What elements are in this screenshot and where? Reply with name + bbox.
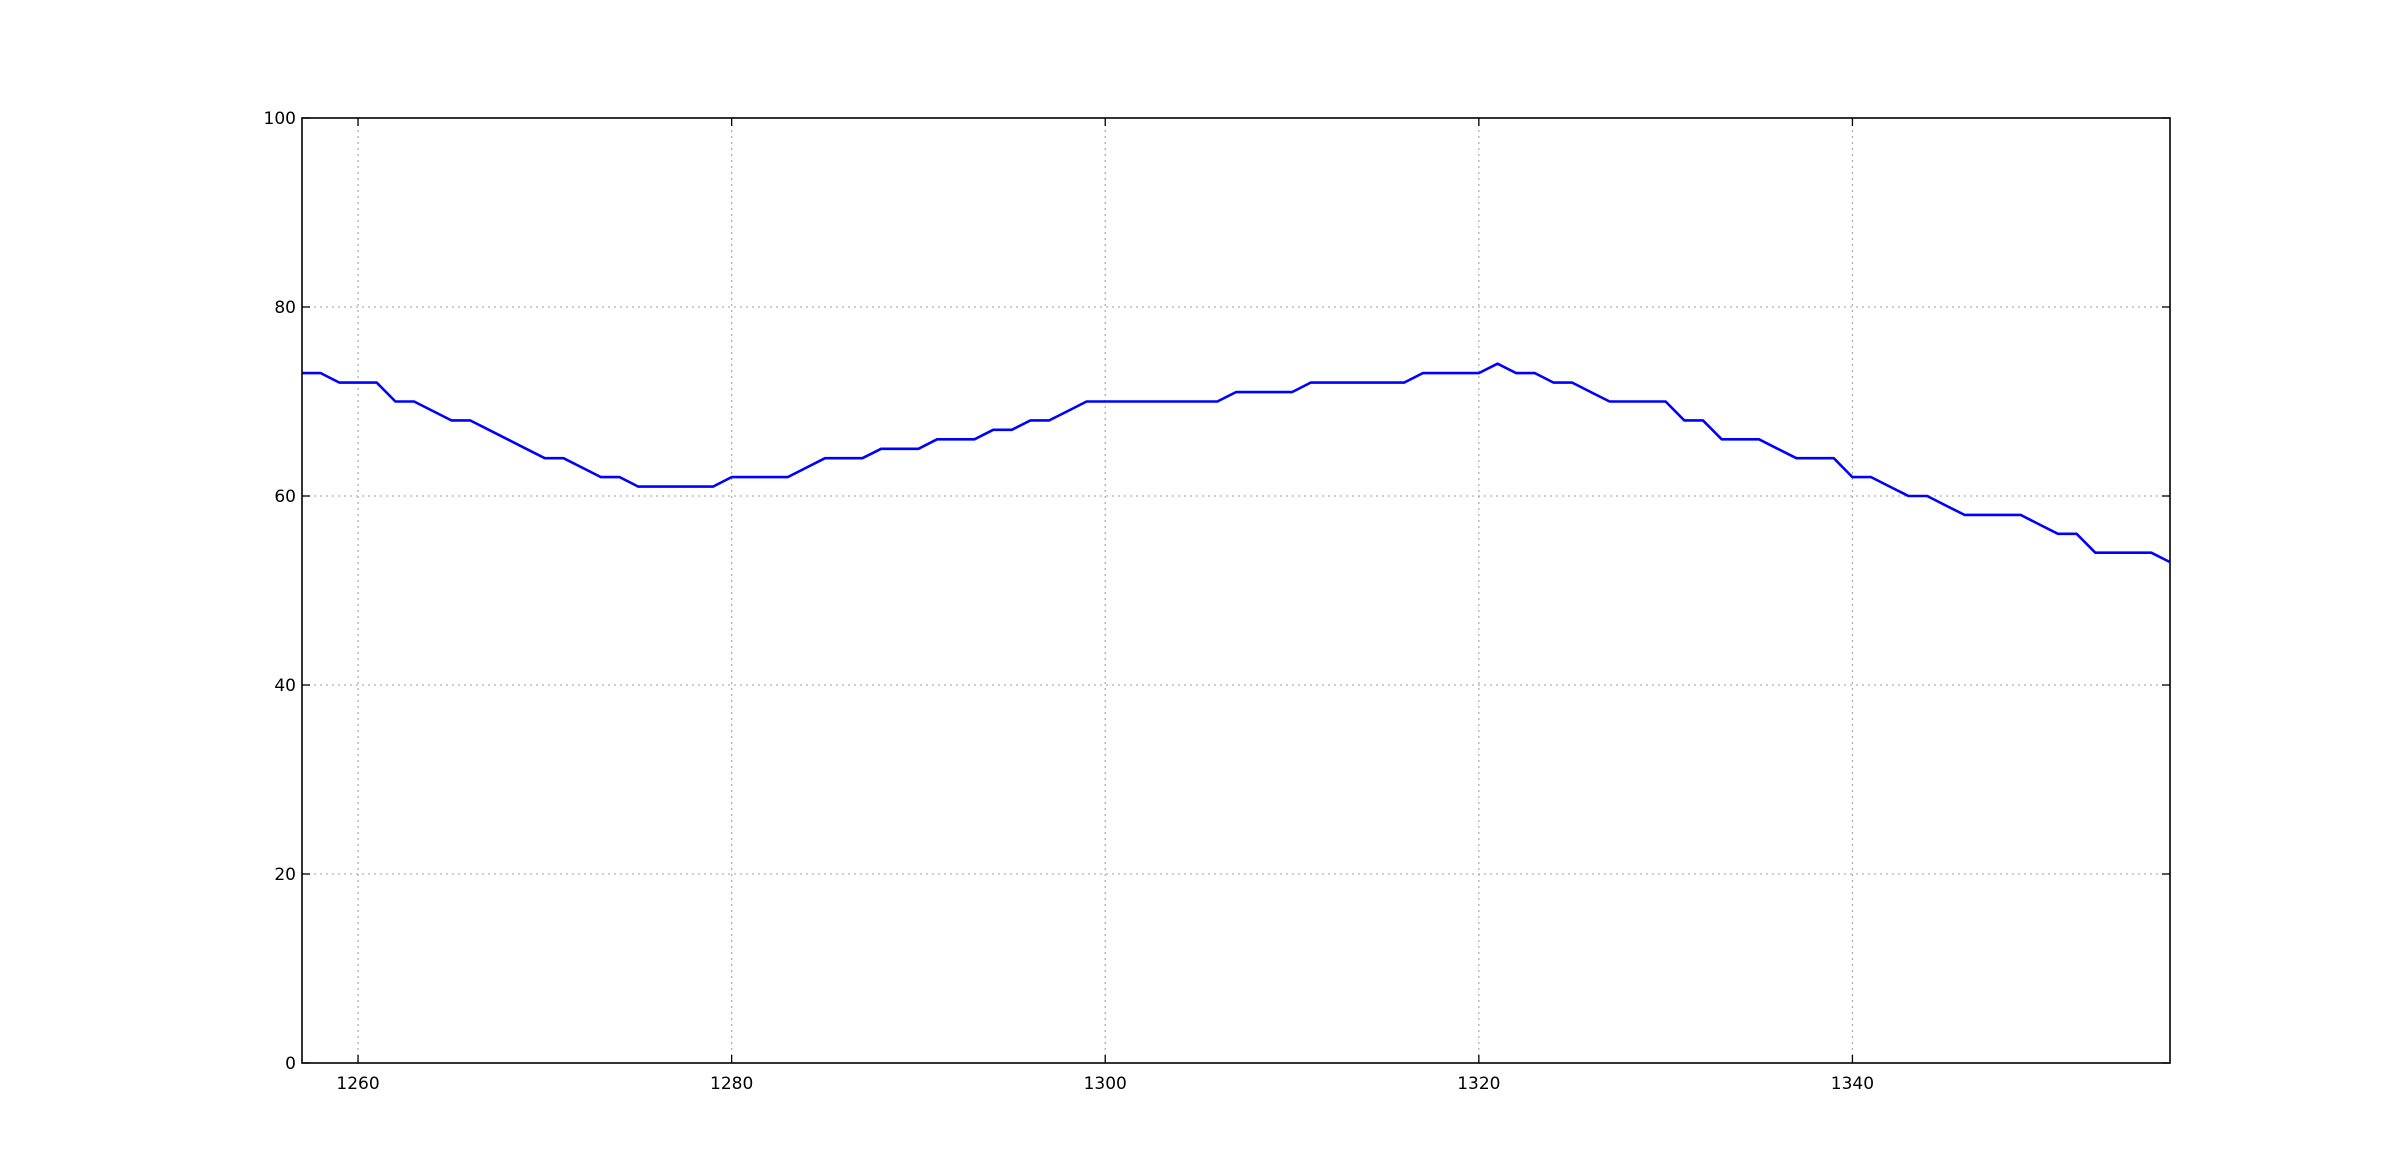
y-tick-label: 0 — [285, 1054, 296, 1074]
x-tick-label: 1340 — [1831, 1074, 1874, 1094]
x-tick-label: 1280 — [710, 1074, 753, 1094]
x-axis-tick-labels: 1260 1280 1300 1320 1340 — [336, 1074, 1874, 1094]
y-tick-label: 80 — [274, 298, 296, 318]
series-line — [302, 362, 2171, 564]
x-tick-label: 1320 — [1457, 1074, 1500, 1094]
grid-lines — [302, 118, 2170, 1063]
x-tick-label: 1300 — [1084, 1074, 1127, 1094]
y-tick-label: 20 — [274, 865, 296, 885]
plot-background — [302, 118, 2170, 1063]
y-tick-label: 40 — [274, 676, 296, 696]
x-tick-label: 1260 — [336, 1074, 379, 1094]
series-layer — [302, 362, 2171, 564]
y-tick-label: 60 — [274, 487, 296, 507]
axis-ticks — [302, 117, 2170, 1064]
y-axis-tick-labels: 0 20 40 60 80 100 — [264, 109, 296, 1074]
y-tick-label: 100 — [264, 109, 296, 129]
plot-frame — [301, 117, 2171, 1064]
